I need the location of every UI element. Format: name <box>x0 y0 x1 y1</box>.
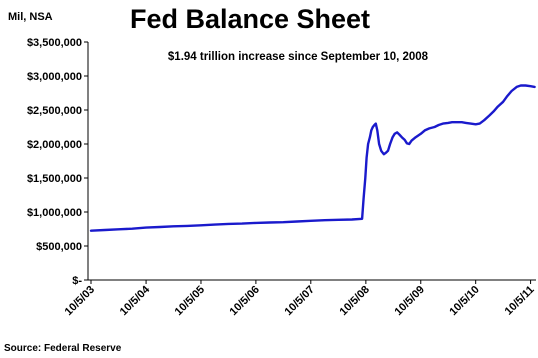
unit-label: Mil, NSA <box>8 11 53 23</box>
y-tick-label: $500,000 <box>36 241 82 253</box>
x-tick-label: 10/5/06 <box>228 284 262 318</box>
x-tick-label: 10/5/08 <box>338 284 372 318</box>
chart-title: Fed Balance Sheet <box>130 4 370 34</box>
y-tick-label: $2,500,000 <box>27 105 82 117</box>
source-note: Source: Federal Reserve <box>4 343 122 354</box>
x-tick-label: 10/5/07 <box>282 284 316 318</box>
y-tick-label: $3,500,000 <box>27 37 82 49</box>
chart-annotation: $1.94 trillion increase since September … <box>168 51 429 63</box>
x-tick-label: 10/5/03 <box>63 284 97 318</box>
x-tick-label: 10/5/05 <box>173 284 207 318</box>
series-layer <box>89 84 536 232</box>
x-tick-label: 10/5/09 <box>392 284 426 318</box>
y-tick-label: $1,000,000 <box>27 207 82 219</box>
y-tick-label: $2,000,000 <box>27 139 82 151</box>
y-tick-label: $1,500,000 <box>27 173 82 185</box>
y-tick-label: $3,000,000 <box>27 71 82 83</box>
x-tick-label: 10/5/11 <box>503 284 537 318</box>
x-axis: 10/5/03 10/5/04 10/5/05 10/5/06 10/5/07 10/5/… <box>63 279 537 318</box>
x-tick-label: 10/5/10 <box>447 284 481 318</box>
y-tick-label: $- <box>72 275 82 287</box>
x-tick-label: 10/5/04 <box>118 283 153 318</box>
y-axis: $- $500,000 $1,000,000 $1,500,000 $2,000,000… <box>27 37 89 287</box>
series-line-0 <box>89 84 536 232</box>
